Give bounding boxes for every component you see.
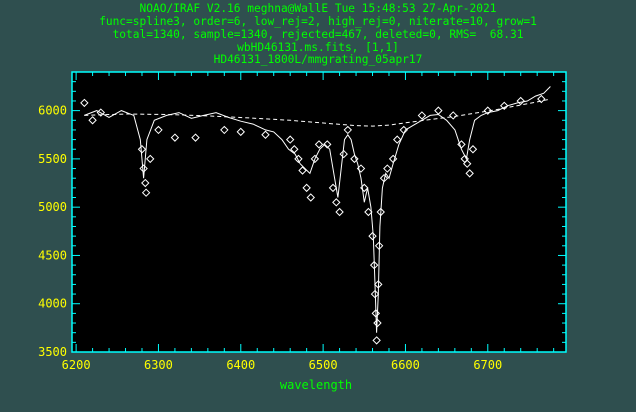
rejected-point-marker [483,106,492,115]
axes-frame [71,71,567,353]
rejected-point-marker [399,125,409,135]
y-tick-label: 6000 [38,104,67,118]
plot-area [72,72,566,352]
rejected-point-marker [360,183,369,193]
tick-layer: 6200 6300 6400 6500 6600 6700 3500 4000 4500 5000… [38,71,566,372]
continuum-fit-line [84,98,551,127]
rejected-point-marker [356,164,366,173]
rejected-point-marker [350,154,359,164]
rejected-point-marker [417,111,427,120]
rejected-point-marker [364,207,373,217]
rejected-point-marker [332,198,341,207]
rejected-point-marker [323,140,332,149]
x-tick-label: 6200 [62,358,91,372]
rejected-point-marker [261,130,270,139]
rejected-point-marker [191,133,200,142]
rejected-point-marker [139,164,148,173]
rejected-point-marker [80,98,89,108]
rejected-point-marker [302,183,311,193]
rejected-point-marker [383,164,392,173]
header-fit-stats: total=1340, sample=1340, rejected=467, d… [112,28,524,41]
rejected-point-marker [88,116,97,125]
rejected-point-marker [170,133,180,142]
rejected-point-marker [434,106,443,115]
rejected-point-marker [285,135,295,144]
rejected-point-marker [370,289,380,299]
rejected-point-marker [294,154,303,164]
x-tick-label: 6500 [309,358,338,372]
x-tick-label: 6600 [391,358,420,372]
rejected-point-marker [298,166,307,175]
header-image-name: wbHD46131.ms.fits, [1,1] [237,41,399,54]
y-tick-label: 5500 [38,152,67,166]
rejected-point-marker [290,145,299,154]
x-tick-label: 6300 [144,358,173,372]
rejected-point-marker [368,231,377,241]
y-tick-label: 4500 [38,248,67,262]
header-object-title: HD46131_1800L/mmgrating_05apr17 [213,53,423,66]
rejected-point-marker [371,309,381,318]
rejected-point-marker [465,169,474,178]
rejected-point-marker [457,140,466,149]
rejected-point-marker [236,127,245,137]
rejected-point-marker [374,241,384,251]
rejected-point-marker [306,193,315,202]
rejected-point-marker [141,188,151,197]
x-tick-label: 6700 [473,358,502,372]
rejected-point-marker [372,336,381,345]
rejected-point-marker [500,101,509,111]
y-tick-label: 3500 [38,345,67,359]
rejected-point-marker [343,125,353,135]
rejected-point-marker [448,111,458,120]
rejected-point-marker [96,108,106,117]
rejected-point-marker [141,178,150,188]
rejected-point-marker [516,96,525,106]
rejected-point-marker [462,159,472,168]
rejected-point-marker [376,207,385,217]
rejected-point-marker [154,125,163,135]
rejected-point-marker [314,140,324,149]
rejected-point-marker [335,207,344,217]
rejected-point-marker [310,154,320,164]
rejected-point-marker [137,145,147,154]
rejected-point-marker [468,145,478,154]
rejected-point-marker [373,318,382,328]
series-layer [80,86,551,345]
header-info-line: NOAO/IRAF V2.16 meghna@WallE Tue 15:48:5… [139,2,497,15]
rejected-point-marker [379,173,389,183]
y-tick-label: 4000 [38,297,67,311]
rejected-point-marker [537,94,546,104]
x-axis-label: wavelength [280,378,352,392]
rejected-point-marker [369,260,379,270]
rejected-point-marker [393,135,402,144]
x-tick-label: 6400 [226,358,255,372]
header-fit-params: func=spline3, order=6, low_rej=2, high_r… [99,15,537,28]
y-tick-label: 5000 [38,200,67,214]
rejected-point-marker [220,125,229,135]
spectrum-line [84,86,551,333]
rejected-point-marker [388,154,398,164]
rejected-point-marker [374,280,383,289]
rejected-point-marker [328,183,338,193]
rejected-point-marker [339,149,348,159]
rejected-point-marker [146,154,155,164]
